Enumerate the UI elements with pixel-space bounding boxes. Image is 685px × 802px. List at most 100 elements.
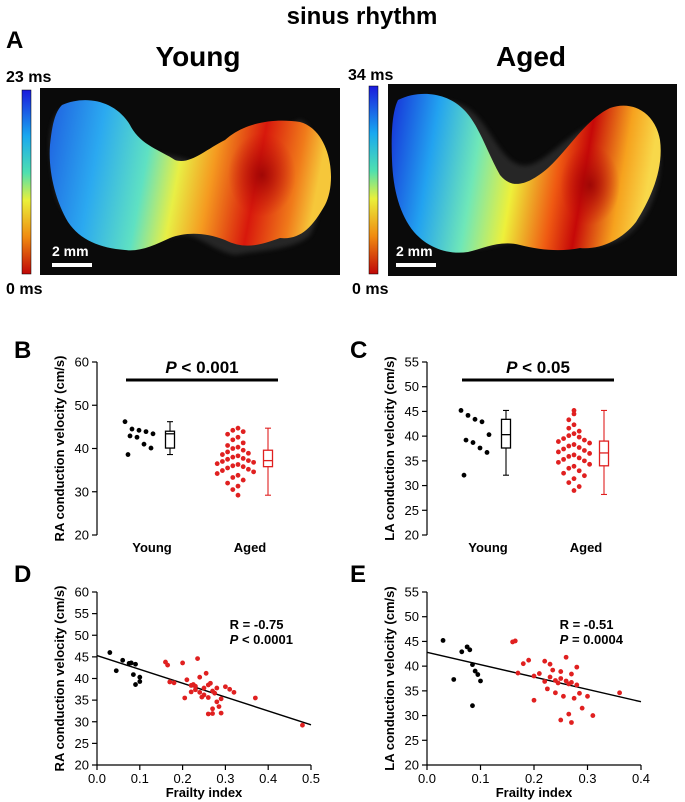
data-point-aged xyxy=(201,692,207,698)
correlation-p-value: P < 0.0001 xyxy=(230,632,293,647)
correlation-p-value: P = 0.0004 xyxy=(560,632,624,647)
scalebar-young xyxy=(52,263,92,267)
data-point-aged xyxy=(617,690,622,696)
data-point-aged xyxy=(566,711,572,717)
y-axis-label: LA conduction velocity (cm/s) xyxy=(382,586,397,770)
data-point-aged xyxy=(167,679,173,685)
data-point-young xyxy=(148,445,154,451)
y-tick-label: 35 xyxy=(405,683,419,698)
data-point-aged xyxy=(576,484,582,489)
data-point-young xyxy=(129,426,135,432)
data-point-aged xyxy=(251,469,256,475)
significance-label: P < 0.001 xyxy=(165,358,238,377)
x-tick-label: 0.1 xyxy=(471,771,489,786)
correlation-coefficient: R = -0.51 xyxy=(560,617,614,632)
data-point-aged xyxy=(218,696,224,702)
data-point-young xyxy=(479,419,485,425)
scalebar-aged xyxy=(396,263,436,267)
data-point-aged xyxy=(556,459,561,465)
y-tick-label: 55 xyxy=(405,585,419,600)
y-tick-label: 20 xyxy=(75,528,89,543)
y-tick-label: 45 xyxy=(405,634,419,649)
data-point-aged xyxy=(571,408,577,413)
data-point-aged xyxy=(214,461,220,467)
data-point-aged xyxy=(225,456,231,462)
data-point-aged xyxy=(218,710,224,716)
data-point-aged xyxy=(300,722,305,728)
x-tick-label: 0.3 xyxy=(578,771,596,786)
data-point-aged xyxy=(550,667,556,673)
data-point-aged xyxy=(225,443,231,448)
data-point-young xyxy=(470,703,475,709)
data-point-young xyxy=(150,431,156,437)
activation-map-aged: 2 mm xyxy=(388,84,677,276)
x-tick-label: 0.4 xyxy=(632,771,650,786)
data-point-aged xyxy=(225,449,231,455)
data-point-young xyxy=(486,432,492,438)
data-point-aged xyxy=(235,462,241,467)
data-point-young xyxy=(128,660,134,666)
colorbar-young xyxy=(21,89,32,275)
data-point-aged xyxy=(227,686,233,692)
x-tick-label: 0.0 xyxy=(88,771,106,786)
data-point-aged xyxy=(246,450,251,456)
data-point-aged xyxy=(165,662,171,668)
x-axis-label: Frailty index xyxy=(166,785,243,800)
x-tick-label: 0.1 xyxy=(131,771,149,786)
data-point-aged xyxy=(230,475,236,480)
y-tick-label: 25 xyxy=(405,733,419,748)
data-point-young xyxy=(461,472,467,478)
box-iqr xyxy=(500,418,512,449)
data-point-aged xyxy=(587,461,592,467)
data-point-aged xyxy=(220,452,225,457)
data-point-aged xyxy=(214,685,220,691)
data-point-aged xyxy=(230,427,236,433)
data-point-aged xyxy=(252,695,258,701)
data-point-aged xyxy=(566,417,572,423)
data-point-aged xyxy=(197,674,203,680)
data-point-aged xyxy=(210,711,215,716)
data-point-aged xyxy=(571,476,577,482)
data-point-aged xyxy=(225,480,231,486)
data-point-aged xyxy=(555,680,561,686)
y-tick-label: 20 xyxy=(75,758,89,773)
data-point-aged xyxy=(230,454,236,460)
data-point-aged xyxy=(240,429,246,435)
y-axis-label: RA conduction velocity (cm/s) xyxy=(52,586,67,772)
data-point-aged xyxy=(582,473,587,479)
data-point-aged xyxy=(230,487,236,492)
data-point-aged xyxy=(231,689,237,695)
data-point-aged xyxy=(182,695,188,701)
data-point-aged xyxy=(569,671,574,677)
data-point-aged xyxy=(561,470,566,476)
data-point-aged xyxy=(561,446,566,452)
data-point-young xyxy=(463,437,469,443)
data-point-aged xyxy=(566,425,572,431)
data-point-aged xyxy=(558,669,564,674)
y-tick-label: 40 xyxy=(75,671,89,686)
data-point-aged xyxy=(553,690,558,696)
data-point-aged xyxy=(235,453,241,459)
x-axis-label: Frailty index xyxy=(496,785,573,800)
colorbar-aged xyxy=(368,85,379,275)
data-point-aged xyxy=(195,656,200,662)
y-tick-label: 30 xyxy=(75,714,89,729)
data-point-aged xyxy=(201,685,207,691)
data-point-aged xyxy=(571,463,577,469)
data-point-aged xyxy=(230,446,236,451)
data-point-aged xyxy=(520,661,526,667)
panel-label-e: E xyxy=(350,561,366,588)
data-point-aged xyxy=(512,638,518,644)
x-tick-label: 0.3 xyxy=(216,771,234,786)
significance-label: P < 0.05 xyxy=(506,358,570,377)
data-point-aged xyxy=(246,458,251,464)
data-point-aged xyxy=(531,697,537,703)
data-point-aged xyxy=(561,456,566,462)
data-point-aged xyxy=(571,422,577,428)
data-point-aged xyxy=(235,425,241,431)
data-point-aged xyxy=(240,440,246,446)
data-point-young xyxy=(472,416,478,422)
chart-d-ra-velocity-vs-frailty: 20 25 30 35 40 45 50 55 60 RA conduction velocity… xyxy=(52,585,320,801)
x-tick-label: 0.2 xyxy=(525,771,543,786)
